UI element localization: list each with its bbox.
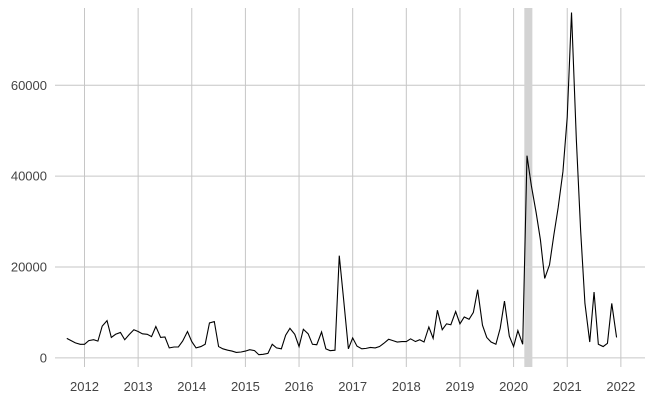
y-tick-label: 0	[40, 350, 47, 365]
x-tick-label: 2013	[124, 379, 153, 394]
x-tick-label: 2021	[553, 379, 582, 394]
y-tick-label: 20000	[11, 260, 47, 275]
series-layer	[66, 12, 618, 356]
x-tick-label: 2017	[338, 379, 367, 394]
y-tick-label: 60000	[11, 78, 47, 93]
y-tick-label: 40000	[11, 169, 47, 184]
highlight-band-layer	[524, 8, 533, 367]
x-tick-label: 2016	[285, 379, 314, 394]
x-axis-ticks: 2012 2013 2014 2015 2016 2017 2018 2019 2020 2021…	[70, 379, 635, 394]
x-tick-label: 2019	[445, 379, 474, 394]
series-line-0	[66, 12, 618, 356]
highlight-band	[524, 8, 533, 367]
grid	[55, 8, 645, 367]
y-axis-ticks: 0 20000 40000 60000	[11, 78, 47, 366]
x-tick-label: 2020	[499, 379, 528, 394]
x-tick-label: 2018	[392, 379, 421, 394]
x-tick-label: 2014	[177, 379, 206, 394]
x-tick-label: 2022	[606, 379, 635, 394]
x-tick-label: 2015	[231, 379, 260, 394]
x-tick-label: 2012	[70, 379, 99, 394]
